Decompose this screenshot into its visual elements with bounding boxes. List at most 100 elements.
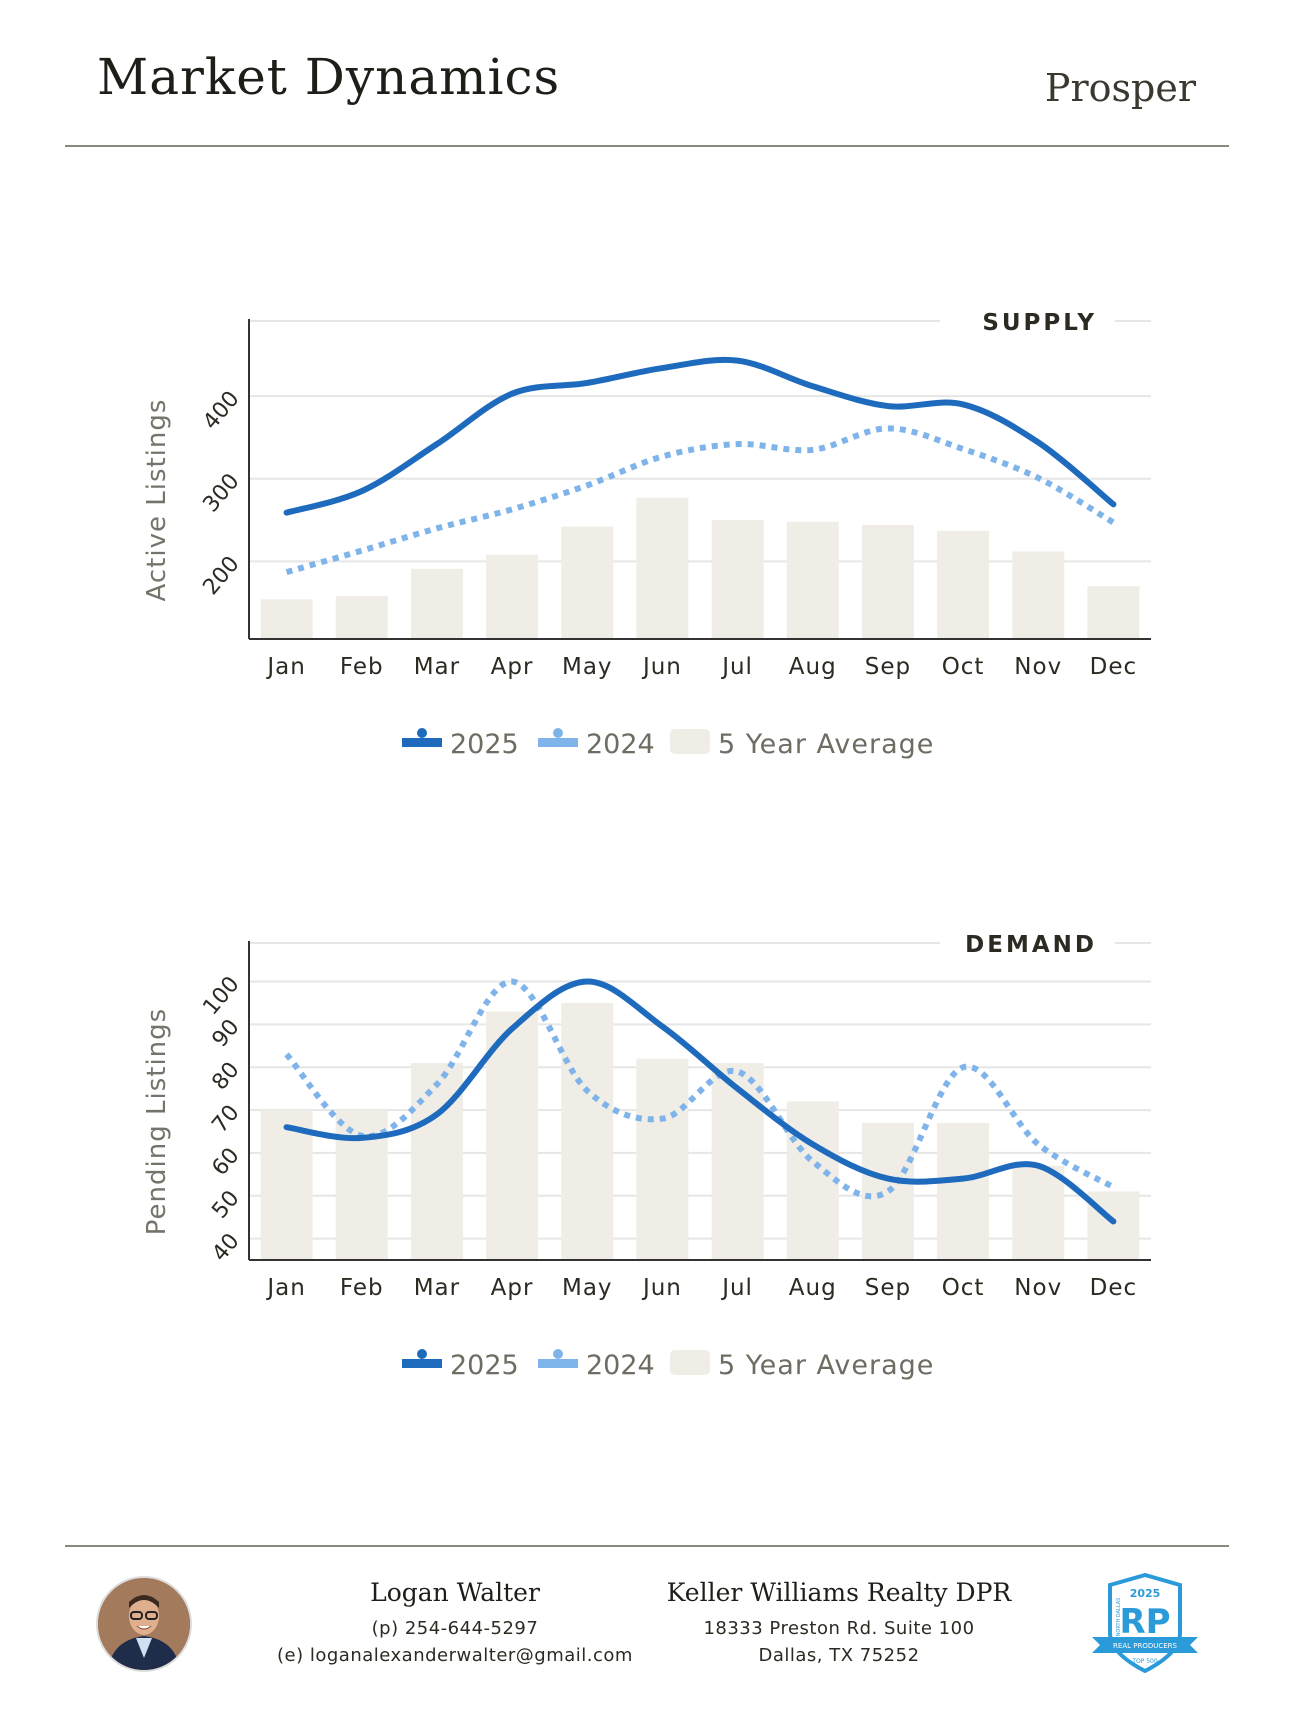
legend-swatch-5yr-avg <box>670 729 710 754</box>
bar-5yr-avg <box>711 1062 764 1260</box>
x-tick-label: Oct <box>942 1275 985 1301</box>
legend-label: 2024 <box>586 1350 655 1381</box>
bar-5yr-avg <box>636 497 689 639</box>
bar-5yr-avg <box>861 525 914 639</box>
agent-name: Logan Walter <box>370 1578 540 1607</box>
legend-marker-icon <box>417 728 427 738</box>
chart-title: SUPPLY <box>982 310 1097 336</box>
y-tick-label: 300 <box>199 469 245 517</box>
legend-label: 2024 <box>586 729 655 760</box>
bar-5yr-avg <box>1087 586 1140 639</box>
x-tick-label: Jul <box>720 1275 753 1301</box>
company-address-line2: Dallas, TX 75252 <box>758 1645 920 1666</box>
title-backdrop <box>940 305 1115 337</box>
x-tick-label: Jan <box>265 1275 305 1301</box>
line-2025 <box>283 978 1117 1225</box>
chart-title: DEMAND <box>965 932 1097 958</box>
y-axis-label: Pending Listings <box>142 1008 172 1235</box>
city-name: Prosper <box>1044 66 1196 110</box>
y-tick-label: 40 <box>208 1229 245 1267</box>
bar-5yr-avg <box>561 526 614 639</box>
bar-5yr-avg <box>1012 551 1065 639</box>
x-tick-label: Jan <box>265 654 305 680</box>
x-tick-label: Jul <box>720 654 753 680</box>
agent-phone[interactable]: (p) 254-644-5297 <box>371 1618 539 1639</box>
x-tick-label: Feb <box>340 1275 384 1301</box>
y-tick-label: 200 <box>199 552 245 600</box>
x-tick-label: Aug <box>789 654 837 680</box>
company-name: Keller Williams Realty DPR <box>666 1578 1012 1607</box>
x-tick-label: Apr <box>491 654 534 680</box>
legend-marker-icon <box>553 1349 563 1359</box>
x-tick-label: Jun <box>641 1275 682 1301</box>
legend-label: 2025 <box>450 729 519 760</box>
x-tick-label: Sep <box>865 1275 911 1301</box>
y-tick-label: 90 <box>208 1015 245 1053</box>
header-divider <box>65 145 1229 147</box>
agent-avatar <box>96 1576 192 1672</box>
bar-5yr-avg <box>486 1011 539 1260</box>
x-tick-label: Mar <box>414 654 460 680</box>
bar-5yr-avg <box>410 568 463 639</box>
y-tick-label: 70 <box>208 1100 245 1138</box>
bar-5yr-avg <box>937 530 990 639</box>
x-tick-label: May <box>562 654 613 680</box>
badge-banner: REAL PRODUCERS <box>1113 1642 1177 1650</box>
line-2025 <box>283 356 1117 516</box>
bar-5yr-avg <box>486 554 539 639</box>
x-tick-label: Dec <box>1090 654 1138 680</box>
legend-marker-icon <box>417 1349 427 1359</box>
y-tick-label: 100 <box>199 972 245 1020</box>
bar-5yr-avg <box>786 521 839 639</box>
legend-swatch-2025 <box>402 738 442 747</box>
bar-5yr-avg <box>786 1101 839 1260</box>
company-address-line1: 18333 Preston Rd. Suite 100 <box>703 1618 975 1639</box>
bar-5yr-avg <box>861 1122 914 1260</box>
y-tick-label: 80 <box>208 1058 245 1096</box>
badge-year: 2025 <box>1130 1587 1161 1600</box>
line-2024 <box>285 425 1115 575</box>
line-2024 <box>284 978 1115 1200</box>
agent-email[interactable]: (e) loganalexanderwalter@gmail.com <box>277 1645 633 1666</box>
title-backdrop <box>940 927 1115 959</box>
agent-photo <box>98 1578 190 1670</box>
legend-swatch-5yr-avg <box>670 1350 710 1375</box>
footer-divider <box>65 1545 1229 1547</box>
real-producers-badge-logo: 2025 RP NORTH DALLAS REAL PRODUCERS TOP … <box>1092 1573 1198 1673</box>
y-tick-label: 50 <box>208 1186 245 1224</box>
legend-marker-icon <box>553 728 563 738</box>
badge-letters: RP <box>1119 1602 1170 1642</box>
legend-swatch-2024 <box>538 1359 578 1368</box>
x-tick-label: Nov <box>1014 1275 1062 1301</box>
y-tick-label: 60 <box>208 1143 245 1181</box>
x-tick-label: Sep <box>865 654 911 680</box>
bar-5yr-avg <box>260 1110 313 1260</box>
legend-label: 5 Year Average <box>718 729 934 760</box>
x-tick-label: Nov <box>1014 654 1062 680</box>
bar-5yr-avg <box>561 1002 614 1260</box>
supply-chart: 200 300 400 SUPPLY Active Listings Jan Feb Mar A… <box>142 305 1151 760</box>
x-tick-label: Jun <box>641 654 682 680</box>
legend-label: 2025 <box>450 1350 519 1381</box>
bar-5yr-avg <box>711 520 764 639</box>
legend-swatch-2024 <box>538 738 578 747</box>
y-axis-label: Active Listings <box>142 399 172 602</box>
badge-side-text: NORTH DALLAS <box>1116 1598 1122 1637</box>
agent-info: Logan Walter (p) 254-644-5297 (e) logana… <box>277 1578 633 1669</box>
x-tick-label: Oct <box>942 654 985 680</box>
x-tick-label: Apr <box>491 1275 534 1301</box>
legend-swatch-2025 <box>402 1359 442 1368</box>
bar-5yr-avg <box>335 1110 388 1260</box>
bar-5yr-avg <box>260 599 313 639</box>
y-tick-label: 400 <box>199 387 245 435</box>
bar-5yr-avg <box>335 596 388 639</box>
badge-sub: TOP 500 <box>1131 1658 1158 1665</box>
bar-5yr-avg <box>636 1058 689 1260</box>
page-title: Market Dynamics <box>97 48 561 106</box>
x-tick-label: Aug <box>789 1275 837 1301</box>
x-tick-label: Dec <box>1090 1275 1138 1301</box>
legend-label: 5 Year Average <box>718 1350 934 1381</box>
x-tick-label: Feb <box>340 654 384 680</box>
bar-5yr-avg <box>937 1122 990 1260</box>
